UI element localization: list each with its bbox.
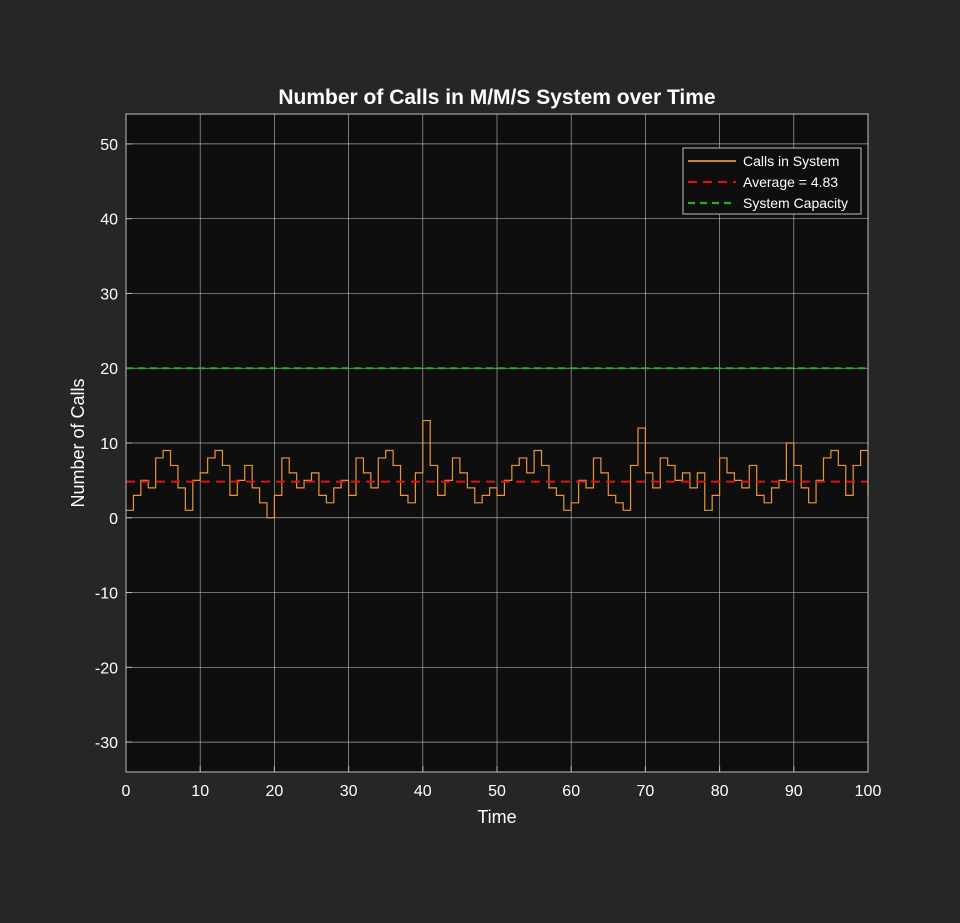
x-tick-label: 60	[562, 783, 580, 800]
y-tick-labels: 50 40 30 20 10 0 -10 -20 -30	[95, 137, 118, 752]
y-tick-label: 10	[100, 436, 118, 453]
x-tick-labels: 0 10 20 30 40 50 60 70 80 90 100	[122, 783, 882, 800]
series-line-0	[126, 419, 869, 519]
x-tick-label: 80	[711, 783, 729, 800]
legend-label: Average = 4.83	[743, 174, 838, 190]
x-tick-label: 0	[122, 783, 131, 800]
legend-label: Calls in System	[743, 153, 839, 169]
x-tick-label: 30	[340, 783, 358, 800]
legend-label: System Capacity	[743, 195, 848, 211]
x-tick-label: 90	[785, 783, 803, 800]
y-tick-label: 30	[100, 286, 118, 303]
y-tick-label: 50	[100, 137, 118, 154]
x-tick-label: 70	[637, 783, 655, 800]
y-tick-label: -20	[95, 660, 118, 677]
series-lines	[126, 367, 869, 519]
plot-frame	[125, 113, 869, 773]
x-axis-label: Time	[477, 807, 516, 827]
x-tick-label: 20	[266, 783, 284, 800]
legend: Calls in System Average = 4.83 System Capa…	[682, 147, 862, 215]
x-tick-label: 100	[855, 783, 882, 800]
chart-title: Number of Calls in M/M/S System over Tim…	[278, 86, 715, 109]
y-tick-label: 0	[109, 511, 118, 528]
y-axis-label: Number of Calls	[68, 378, 88, 507]
y-tick-label: -30	[95, 735, 118, 752]
x-tick-label: 10	[191, 783, 209, 800]
x-tick-label: 50	[488, 783, 506, 800]
y-tick-label: -10	[95, 586, 118, 603]
x-tick-label: 40	[414, 783, 432, 800]
y-tick-label: 20	[100, 361, 118, 378]
y-tick-label: 40	[100, 212, 118, 229]
